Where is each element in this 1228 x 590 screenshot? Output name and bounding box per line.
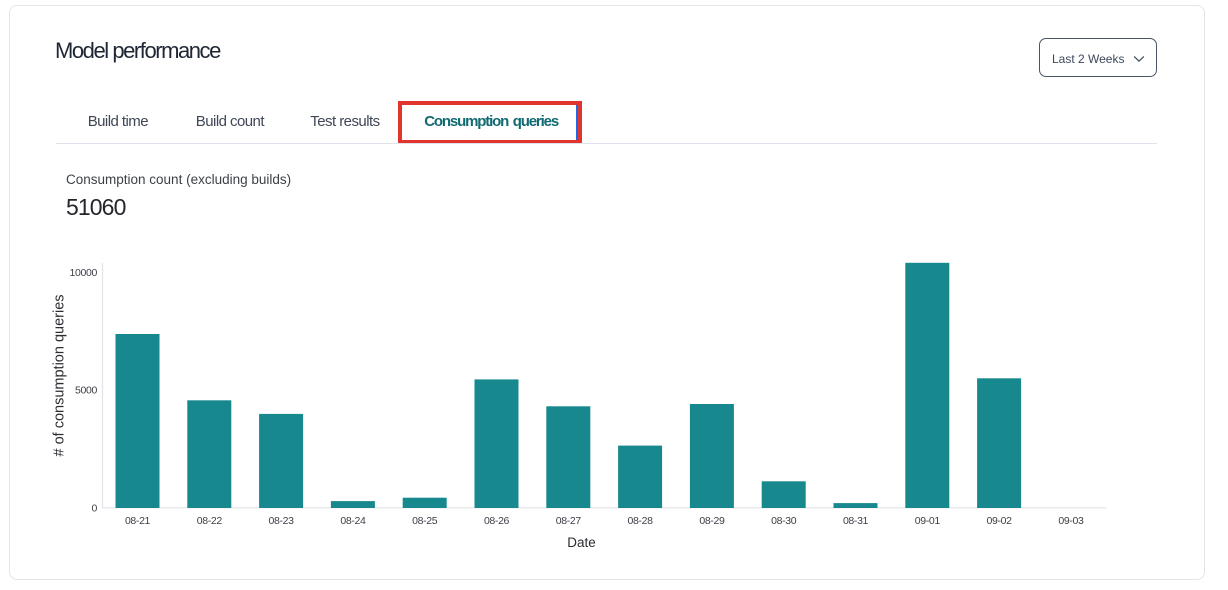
svg-text:08-28: 08-28 (628, 515, 654, 527)
svg-text:08-25: 08-25 (412, 515, 438, 527)
svg-text:# of consumption queries: # of consumption queries (52, 294, 68, 456)
svg-text:08-22: 08-22 (197, 515, 223, 527)
svg-text:08-31: 08-31 (843, 515, 869, 527)
svg-text:10000: 10000 (70, 267, 98, 279)
svg-text:0: 0 (92, 503, 98, 515)
svg-text:09-03: 09-03 (1058, 515, 1084, 527)
svg-text:08-24: 08-24 (340, 515, 366, 527)
svg-text:08-26: 08-26 (484, 515, 510, 527)
svg-text:09-01: 09-01 (915, 515, 941, 527)
svg-text:Date: Date (567, 535, 596, 550)
svg-text:08-21: 08-21 (125, 515, 151, 527)
svg-text:08-23: 08-23 (269, 515, 295, 527)
svg-text:09-02: 09-02 (987, 515, 1013, 527)
svg-text:08-30: 08-30 (771, 515, 797, 527)
svg-text:08-27: 08-27 (556, 515, 582, 527)
svg-text:5000: 5000 (75, 385, 97, 397)
svg-text:08-29: 08-29 (699, 515, 725, 527)
